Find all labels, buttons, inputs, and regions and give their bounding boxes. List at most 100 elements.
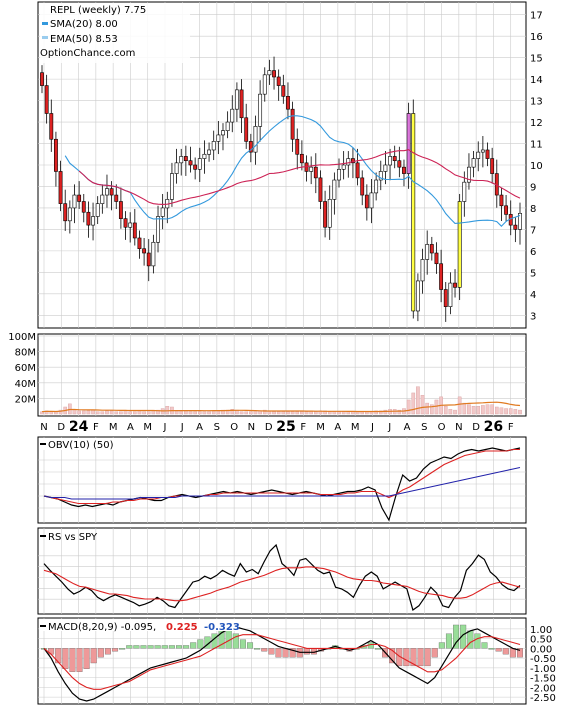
y-tick-label: 14: [530, 75, 543, 86]
y-tick-label: 17: [530, 11, 543, 22]
volume-bar: [476, 406, 481, 415]
candle-body: [77, 194, 82, 202]
ema-line: [78, 149, 521, 205]
macd-hist-bar: [119, 648, 126, 650]
x-tick-label: J: [163, 422, 167, 433]
candle-body: [402, 166, 406, 174]
ema-swatch: [42, 36, 48, 39]
candle-body: [504, 205, 509, 215]
macd-hist-bar: [417, 648, 424, 667]
volume-bar: [290, 411, 295, 415]
candle-body: [123, 218, 128, 228]
volume-bar: [425, 402, 430, 415]
candle-body: [234, 89, 239, 110]
volume-bar: [249, 411, 253, 415]
legend-ema: EMA(50) 8.53: [50, 34, 118, 45]
volume-bar: [332, 411, 337, 415]
macd-hist-bar: [303, 648, 310, 655]
volume-bar: [197, 411, 202, 415]
volume-bar: [406, 399, 411, 415]
rs-title: RS vs SPY: [48, 532, 98, 543]
y-tick-label: -1.50: [530, 674, 556, 685]
candle-body: [272, 70, 276, 78]
y-tick-label: 7: [530, 225, 536, 236]
candle-body: [174, 162, 179, 174]
volume-bar: [244, 411, 249, 415]
macd-hist-bar: [197, 639, 204, 649]
candle-body: [392, 156, 397, 162]
macd-hist-bar: [445, 633, 452, 649]
macd-title: MACD(8,20,9) -0.095,: [48, 622, 156, 633]
macd-hist-bar: [424, 648, 431, 667]
candle-body: [230, 108, 235, 123]
volume-bar: [207, 411, 211, 415]
macd-hist-bar: [431, 648, 438, 658]
candle-body: [378, 171, 383, 181]
candle-body: [40, 72, 44, 86]
y-tick-label: -2.00: [530, 683, 556, 694]
macd-hist-bar: [453, 624, 460, 649]
y-tick-label: 6: [530, 247, 536, 258]
macd-hist-bar: [90, 648, 97, 664]
candle-body: [411, 113, 416, 312]
macd-hist-bar: [438, 642, 445, 649]
x-tick-label: A: [404, 422, 411, 433]
volume-bar: [146, 411, 151, 415]
candle-body: [425, 244, 430, 260]
candle-body: [170, 173, 174, 200]
volume-bar: [462, 402, 467, 415]
macd-hist-bar: [133, 645, 140, 649]
macd-hist-bar: [104, 648, 111, 655]
x-tick-label: F: [300, 422, 306, 433]
candle-body: [86, 211, 91, 226]
candle-body: [193, 164, 198, 170]
candle-body: [490, 158, 495, 174]
volume-bar: [114, 411, 119, 415]
y-tick-label: 16: [530, 32, 543, 43]
candle-body: [211, 141, 216, 151]
candle-body: [91, 216, 95, 226]
macd-hist-value: -0.323: [204, 622, 240, 633]
macd-signal-value: 0.225: [166, 622, 198, 633]
x-tick-label: M: [351, 422, 360, 433]
x-tick-label: S: [421, 422, 427, 433]
volume-bar: [453, 409, 457, 415]
candle-body: [499, 194, 504, 207]
candle-body: [467, 166, 471, 183]
candle-body: [44, 85, 49, 114]
volume-bar: [485, 404, 490, 415]
legend-box: [40, 3, 190, 63]
volume-bar: [86, 410, 91, 415]
volume-bar: [156, 409, 160, 415]
volume-bar: [132, 411, 137, 415]
macd-hist-bar: [282, 648, 289, 658]
volume-bar: [174, 410, 179, 415]
macd-hist-bar: [97, 648, 104, 658]
candle-body: [142, 248, 147, 254]
y-tick-label: 0.50: [530, 635, 552, 646]
y-tick-label: 100M: [8, 332, 36, 343]
candle-body: [480, 149, 485, 153]
obv-title: OBV(10) (50): [48, 440, 114, 451]
macd-hist-bar: [410, 648, 417, 667]
macd-hist-bar: [254, 648, 261, 650]
candle-body: [67, 207, 72, 222]
candle-body: [346, 158, 351, 166]
x-tick-label: J: [180, 422, 184, 433]
candle-body: [183, 156, 188, 162]
candle-body: [518, 213, 522, 230]
macd-hist-bar: [474, 633, 481, 649]
volume-bar: [188, 411, 193, 415]
y-tick-label: 11: [530, 140, 543, 151]
candle-body: [253, 126, 258, 153]
y-tick-label: 10: [530, 161, 543, 172]
candle-body: [448, 282, 453, 307]
volume-bar: [434, 399, 439, 415]
candle-body: [434, 252, 439, 265]
price-candles: [40, 56, 522, 322]
x-tick-label: J: [370, 422, 374, 433]
candle-body: [81, 201, 86, 213]
volume-bar: [119, 411, 123, 415]
volume-bar: [230, 409, 235, 415]
